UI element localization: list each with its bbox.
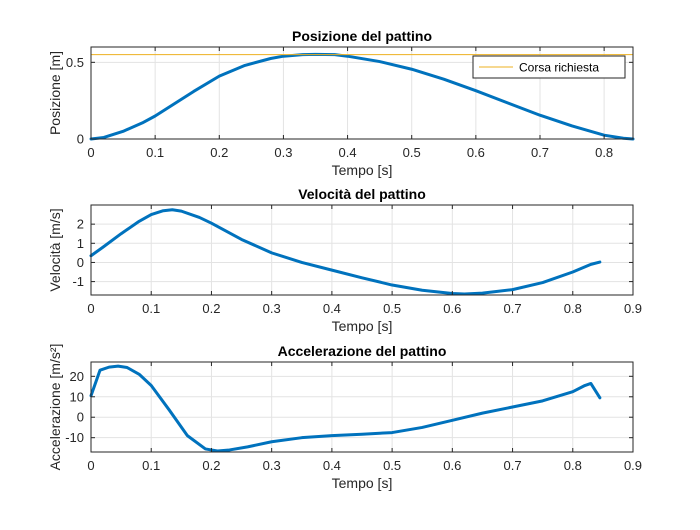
x-tick-label: 0.8	[595, 145, 613, 160]
y-tick-label: -10	[65, 430, 84, 445]
y-axis-label: Posizione [m]	[47, 51, 63, 135]
x-tick-label: 0.2	[202, 301, 220, 316]
x-axis-label: Tempo [s]	[332, 475, 393, 491]
x-tick-label: 0.2	[202, 458, 220, 473]
plot-area	[91, 362, 633, 452]
x-tick-label: 0.2	[210, 145, 228, 160]
x-tick-label: 0	[87, 145, 94, 160]
x-tick-label: 0.4	[339, 145, 357, 160]
y-tick-label: -1	[72, 274, 84, 289]
chart-title: Velocità del pattino	[298, 186, 426, 202]
subplot-2: 0 0.1 0.2 0.3 0.4 0.5 0.6 0.7 0.8 0.9-1012Velocit…	[47, 186, 642, 334]
x-tick-label: 0.5	[403, 145, 421, 160]
legend-box	[472, 55, 626, 79]
series-line-data-2	[89, 208, 602, 296]
subplot-1: 0 0.1 0.2 0.3 0.4 0.5 0.6 0.7 0.8 0 0.5 Posizione d…	[47, 28, 635, 178]
x-tick-label: 0.8	[564, 458, 582, 473]
x-tick-label: 0.4	[323, 301, 341, 316]
x-tick-label: 0.9	[624, 458, 642, 473]
x-tick-label: 0	[87, 301, 94, 316]
plot-area	[91, 205, 633, 295]
y-tick-label: 0	[77, 132, 84, 147]
y-tick-label: 0.5	[66, 55, 84, 70]
axes-box	[90, 204, 634, 296]
x-axis-label: Tempo [s]	[332, 318, 393, 334]
x-tick-label: 0.3	[274, 145, 292, 160]
x-tick-label: 0.1	[146, 145, 164, 160]
y-tick-label: 20	[70, 369, 84, 384]
x-tick-label: 0.4	[323, 458, 341, 473]
x-tick-label: 0.3	[263, 301, 281, 316]
y-tick-label: 0	[77, 410, 84, 425]
y-tick-label: 0	[77, 255, 84, 270]
x-tick-label: 0.3	[263, 458, 281, 473]
legend-label: Corsa richiesta	[519, 61, 599, 75]
y-tick-label: 10	[70, 389, 84, 404]
x-tick-label: 0.5	[383, 458, 401, 473]
series-line-data-3	[89, 364, 602, 453]
y-tick-label: 1	[77, 236, 84, 251]
x-axis-label: Tempo [s]	[332, 162, 393, 178]
x-tick-label: 0.8	[564, 301, 582, 316]
x-tick-label: 0.7	[504, 301, 522, 316]
y-axis-label: Accelerazione [m/s²]	[47, 344, 63, 471]
subplot-3: 0 0.1 0.2 0.3 0.4 0.5 0.6 0.7 0.8 0.9-1001020Acce…	[47, 343, 642, 491]
x-tick-label: 0.7	[531, 145, 549, 160]
x-tick-label: 0.6	[467, 145, 485, 160]
legend: Corsa richiesta	[472, 55, 626, 79]
x-tick-label: 0.6	[443, 458, 461, 473]
chart-title: Accelerazione del pattino	[278, 343, 447, 359]
x-tick-label: 0.7	[504, 458, 522, 473]
x-tick-label: 0.1	[142, 301, 160, 316]
x-tick-label: 0.6	[443, 301, 461, 316]
chart-title: Posizione del pattino	[292, 28, 432, 44]
x-tick-label: 0.5	[383, 301, 401, 316]
y-tick-label: 2	[77, 217, 84, 232]
axes-box	[90, 361, 634, 453]
x-tick-label: 0	[87, 458, 94, 473]
x-tick-label: 0.9	[624, 301, 642, 316]
axes-box	[90, 46, 634, 140]
y-axis-label: Velocità [m/s]	[47, 208, 63, 291]
x-tick-label: 0.1	[142, 458, 160, 473]
